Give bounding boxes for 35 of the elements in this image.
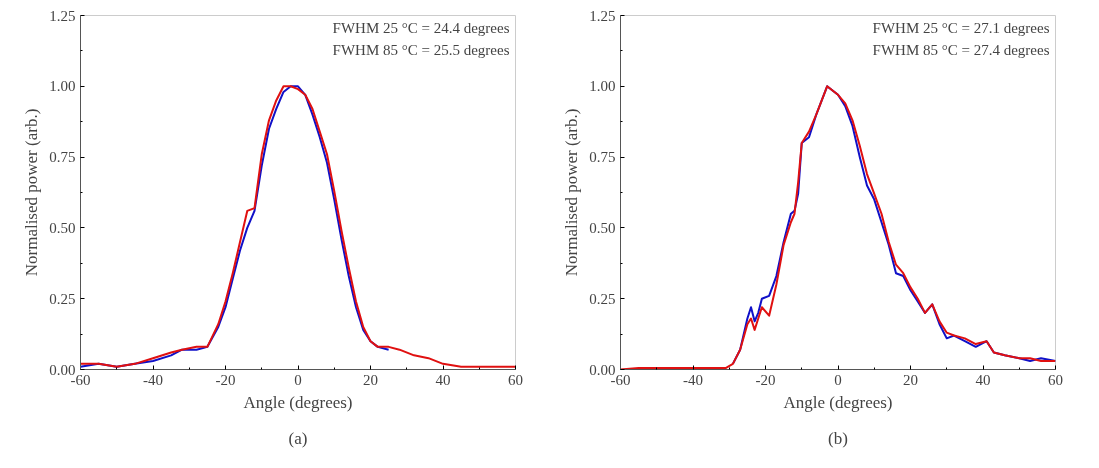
x-axis-title: Angle (degrees)	[783, 392, 893, 412]
y-tick-label: 1.25	[49, 7, 76, 24]
x-tick-label: -20	[755, 371, 776, 388]
x-tick-label: 0	[294, 371, 302, 388]
y-tick-label: 0.50	[589, 219, 616, 236]
annotation: FWHM 25 °C = 27.1 degrees	[872, 19, 1050, 36]
y-tick-label: 0.50	[49, 219, 76, 236]
x-tick-label: 20	[903, 371, 918, 388]
y-tick-label: 0.00	[589, 361, 616, 378]
y-tick-label: 1.25	[589, 7, 616, 24]
x-tick-label: 40	[435, 371, 451, 388]
y-tick-label: 0.75	[49, 149, 76, 166]
x-tick-label: -40	[683, 371, 703, 388]
annotation: FWHM 85 °C = 25.5 degrees	[332, 41, 510, 58]
y-axis-title: Normalised power (arb.)	[22, 108, 42, 277]
text: (b)	[828, 429, 848, 448]
x-axis-title: Angle (degrees)	[243, 392, 353, 412]
y-tick-label: 0.75	[589, 149, 616, 166]
x-tick-label: 20	[363, 371, 378, 388]
line-series	[80, 85, 390, 368]
x-tick-label: 40	[975, 371, 991, 388]
annotation: FWHM 25 °C = 24.4 degrees	[332, 19, 510, 36]
text: (a)	[288, 429, 308, 448]
y-tick-label: 1.00	[49, 78, 76, 95]
y-tick-label: 0.00	[49, 361, 76, 378]
x-tick-label: 0	[834, 371, 842, 388]
x-tick-label: -20	[215, 371, 236, 388]
y-tick-label: 1.00	[589, 78, 616, 95]
y-tick-label: 0.25	[589, 290, 616, 307]
annotation: FWHM 85 °C = 27.4 degrees	[872, 41, 1050, 58]
x-tick-label: 60	[1048, 371, 1063, 388]
y-axis-title: Normalised power (arb.)	[562, 108, 582, 277]
x-tick-label: -40	[143, 371, 163, 388]
x-tick-label: 60	[508, 371, 523, 388]
y-tick-label: 0.25	[49, 290, 76, 307]
